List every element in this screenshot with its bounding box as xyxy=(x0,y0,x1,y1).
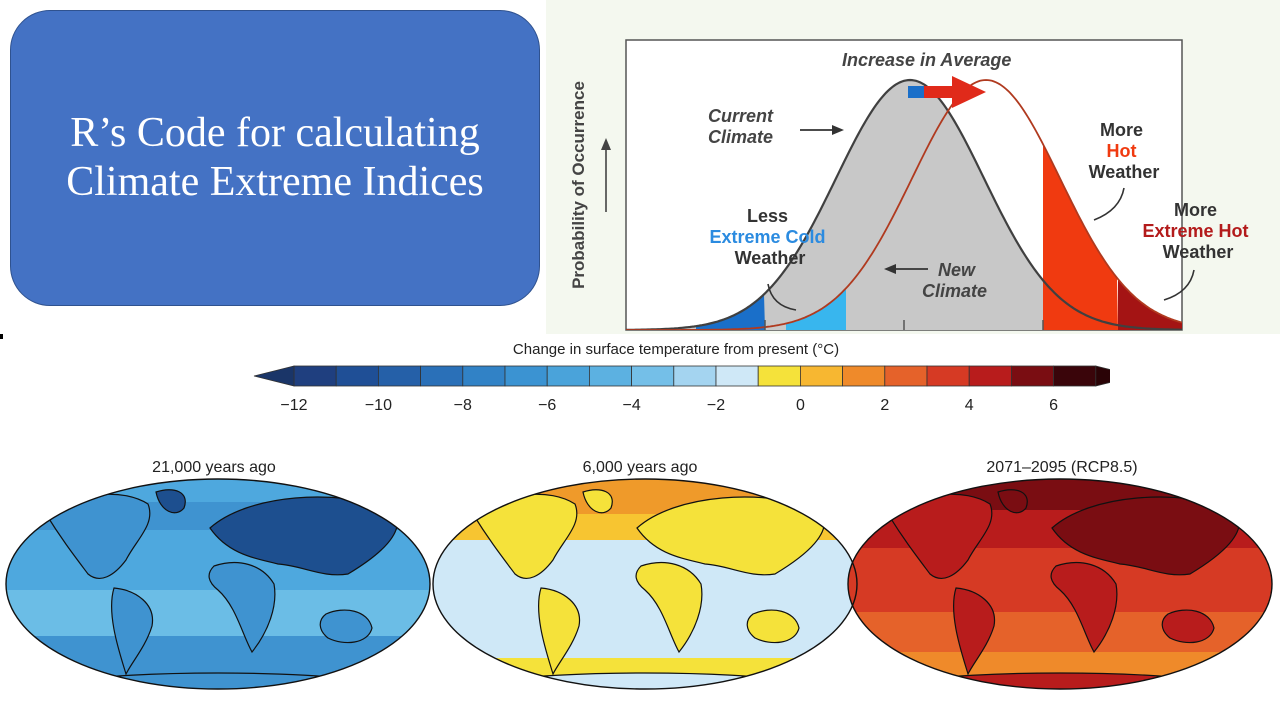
scale-max-arrow xyxy=(1095,365,1110,387)
scale-tick-label: 4 xyxy=(965,397,974,414)
map-continent xyxy=(538,587,581,676)
color-bar xyxy=(253,365,1110,387)
more-hot-arrow xyxy=(1093,187,1125,221)
map-continent xyxy=(997,489,1028,514)
y-axis-label: Probability of Occurrence xyxy=(569,81,588,289)
y-axis-arrow xyxy=(601,138,611,212)
temperature-scale: Change in surface temperature from prese… xyxy=(250,336,1110,420)
scale-swatch xyxy=(884,365,928,387)
map-outline xyxy=(5,478,431,690)
scale-swatch xyxy=(377,365,421,387)
map-outline xyxy=(847,478,1273,690)
map-title-rcp85: 2071–2095 (RCP8.5) xyxy=(986,459,1137,476)
new-climate-curve xyxy=(626,79,1182,330)
map-title-mid-holocene: 6,000 years ago xyxy=(583,459,698,476)
current-climate-label: Current Climate xyxy=(708,106,778,147)
scale-title: Change in surface temperature from prese… xyxy=(513,341,839,358)
more-extreme-hot-arrow xyxy=(1163,269,1195,301)
map-continent xyxy=(1050,562,1118,654)
map-continent xyxy=(155,489,186,514)
map-continent xyxy=(484,672,806,689)
scale-swatch xyxy=(504,365,548,387)
map-continent xyxy=(319,609,373,644)
scale-swatch xyxy=(420,365,464,387)
less-cold-arrow xyxy=(767,283,797,311)
slide-title: R’s Code for calculating Climate Extreme… xyxy=(46,109,504,206)
scale-swatch xyxy=(1011,365,1055,387)
map-continent xyxy=(1051,496,1241,576)
maps-panel: 21,000 years ago 6,000 years ago 2071–20… xyxy=(0,450,1280,720)
map-temperature-band xyxy=(6,479,430,502)
map-title-lgm: 21,000 years ago xyxy=(152,459,276,476)
scale-tick-label: −6 xyxy=(538,397,556,414)
scale-swatch xyxy=(968,365,1012,387)
distribution-svg: Probability of Occurrence Increase in Av… xyxy=(546,0,1280,334)
scale-swatch xyxy=(462,365,506,387)
more-extreme-hot-label: More Extreme Hot Weather xyxy=(1142,200,1253,262)
title-line-2: Climate Extreme Indices xyxy=(66,159,484,205)
map-continent xyxy=(899,672,1221,689)
map-rcp85 xyxy=(848,479,1272,689)
scale-swatch xyxy=(588,365,632,387)
scale-tick-label: 6 xyxy=(1049,397,1058,414)
x-axis-ticks xyxy=(764,320,1044,330)
average-shift-arrow xyxy=(908,76,986,108)
map-continent xyxy=(209,496,399,576)
scale-swatch xyxy=(631,365,675,387)
scale-tick-label: 2 xyxy=(880,397,889,414)
hot-weather-area xyxy=(1043,144,1118,330)
map-continent xyxy=(746,609,800,644)
map-continent xyxy=(208,562,276,654)
less-cold-label: Less Extreme Cold Weather xyxy=(709,206,830,268)
scale-swatch xyxy=(800,365,844,387)
current-climate-area xyxy=(626,80,1182,330)
scale-swatch xyxy=(335,365,379,387)
scale-swatch xyxy=(673,365,717,387)
scale-swatch xyxy=(715,365,759,387)
scale-tick-label: −12 xyxy=(280,397,307,414)
map-temperature-band xyxy=(433,479,857,514)
map-mid-holocene xyxy=(433,479,857,689)
scale-tick-label: −8 xyxy=(454,397,472,414)
scale-min-arrow xyxy=(253,365,295,387)
map-lgm xyxy=(6,479,430,689)
scale-swatch xyxy=(1053,365,1097,387)
title-line-1: R’s Code for calculating xyxy=(70,110,480,157)
scale-tick-label: −10 xyxy=(365,397,392,414)
map-continent xyxy=(636,496,826,576)
maps-svg: 21,000 years ago 6,000 years ago 2071–20… xyxy=(5,459,1273,690)
map-continent xyxy=(1161,609,1215,644)
map-continent xyxy=(953,587,996,676)
scale-swatch xyxy=(546,365,590,387)
title-card: R’s Code for calculating Climate Extreme… xyxy=(10,10,540,306)
temperature-scale-svg: Change in surface temperature from prese… xyxy=(253,341,1110,414)
more-hot-label: More Hot Weather xyxy=(1089,120,1160,182)
extreme-cold-area xyxy=(696,294,765,330)
map-continent xyxy=(111,587,154,676)
current-climate-arrow xyxy=(800,125,844,135)
scale-tick-label: −2 xyxy=(707,397,725,414)
map-continent xyxy=(582,489,613,514)
scale-tick-label: −4 xyxy=(622,397,640,414)
map-outline xyxy=(432,478,858,690)
map-continent xyxy=(57,672,379,689)
distribution-figure: Probability of Occurrence Increase in Av… xyxy=(546,0,1280,334)
scale-swatch xyxy=(293,365,337,387)
scale-swatch xyxy=(842,365,886,387)
map-continent xyxy=(635,562,703,654)
current-climate-curve xyxy=(626,78,1182,330)
scale-swatch xyxy=(926,365,970,387)
scale-tick-label: 0 xyxy=(796,397,805,414)
new-climate-label: New Climate xyxy=(922,260,987,301)
scale-tick-labels: −12 −10 −8 −6 −4 −2 0 2 4 6 xyxy=(280,397,1058,414)
shift-label: Increase in Average xyxy=(842,50,1011,70)
scale-swatch xyxy=(757,365,801,387)
stray-mark xyxy=(0,334,3,339)
new-climate-arrow xyxy=(884,264,928,274)
